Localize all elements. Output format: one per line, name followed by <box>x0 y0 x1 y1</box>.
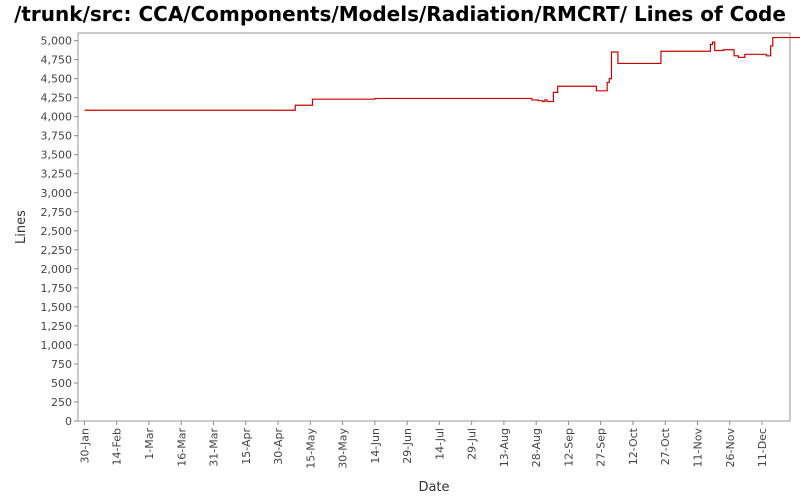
plot-area <box>77 32 791 422</box>
x-tick-label: 30-Jan <box>78 428 91 464</box>
x-tick-label: 12-Oct <box>627 427 640 465</box>
y-tick-label: 5,000 <box>41 35 73 48</box>
x-tick-label: 29-Jun <box>401 428 414 464</box>
y-tick-label: 1,750 <box>41 282 73 295</box>
y-tick-label: 2,500 <box>41 225 73 238</box>
y-tick-label: 4,000 <box>41 111 73 124</box>
y-tick-label: 4,250 <box>41 92 73 105</box>
y-tick-label: 1,250 <box>41 320 73 333</box>
y-tick-label: 3,750 <box>41 130 73 143</box>
y-axis: 0 250 500 750 1,000 1,250 1,500 1,750 2,000 2,250… <box>41 35 78 428</box>
x-tick-label: 15-Apr <box>240 428 253 465</box>
x-tick-label: 15-May <box>304 428 317 469</box>
x-tick-label: 30-Apr <box>272 428 285 465</box>
y-tick-label: 3,000 <box>41 187 73 200</box>
y-tick-label: 750 <box>51 358 72 371</box>
x-tick-label: 11-Dec <box>756 428 769 467</box>
chart-title: /trunk/src: CCA/Components/Models/Radiat… <box>14 2 786 26</box>
y-tick-label: 2,000 <box>41 263 73 276</box>
x-tick-label: 14-Feb <box>111 428 124 465</box>
y-tick-label: 500 <box>51 377 72 390</box>
y-tick-label: 1,500 <box>41 301 73 314</box>
y-tick-label: 3,500 <box>41 149 73 162</box>
x-tick-label: 30-May <box>337 428 350 469</box>
series-group <box>84 36 800 111</box>
y-tick-label: 0 <box>65 415 72 428</box>
x-tick-label: 27-Oct <box>659 427 672 465</box>
x-tick-label: 14-Jun <box>369 428 382 464</box>
y-tick-label: 2,250 <box>41 244 73 257</box>
y-tick-label: 2,750 <box>41 206 73 219</box>
x-tick-label: 13-Aug <box>498 428 511 467</box>
y-tick-label: 4,750 <box>41 54 73 67</box>
series-line <box>84 36 800 111</box>
x-tick-label: 11-Nov <box>692 428 705 468</box>
x-axis: 30-Jan 14-Feb 1-Mar 16-Mar 31-Mar 15-Apr 30-Ap… <box>78 421 769 469</box>
x-tick-label: 29-Jul <box>466 428 479 460</box>
x-tick-label: 14-Jul <box>433 428 446 460</box>
x-tick-label: 12-Sep <box>562 428 575 467</box>
y-axis-label: Lines <box>14 210 29 244</box>
x-tick-label: 1-Mar <box>143 428 156 460</box>
x-tick-label: 28-Aug <box>530 428 543 467</box>
y-tick-label: 4,500 <box>41 73 73 86</box>
x-tick-label: 16-Mar <box>175 428 188 467</box>
x-axis-label: Date <box>418 480 449 495</box>
y-tick-label: 3,250 <box>41 168 73 181</box>
x-tick-label: 26-Nov <box>724 428 737 468</box>
y-tick-label: 1,000 <box>41 339 73 352</box>
y-tick-label: 250 <box>51 396 72 409</box>
x-tick-label: 31-Mar <box>208 428 221 467</box>
x-tick-label: 27-Sep <box>595 428 608 467</box>
